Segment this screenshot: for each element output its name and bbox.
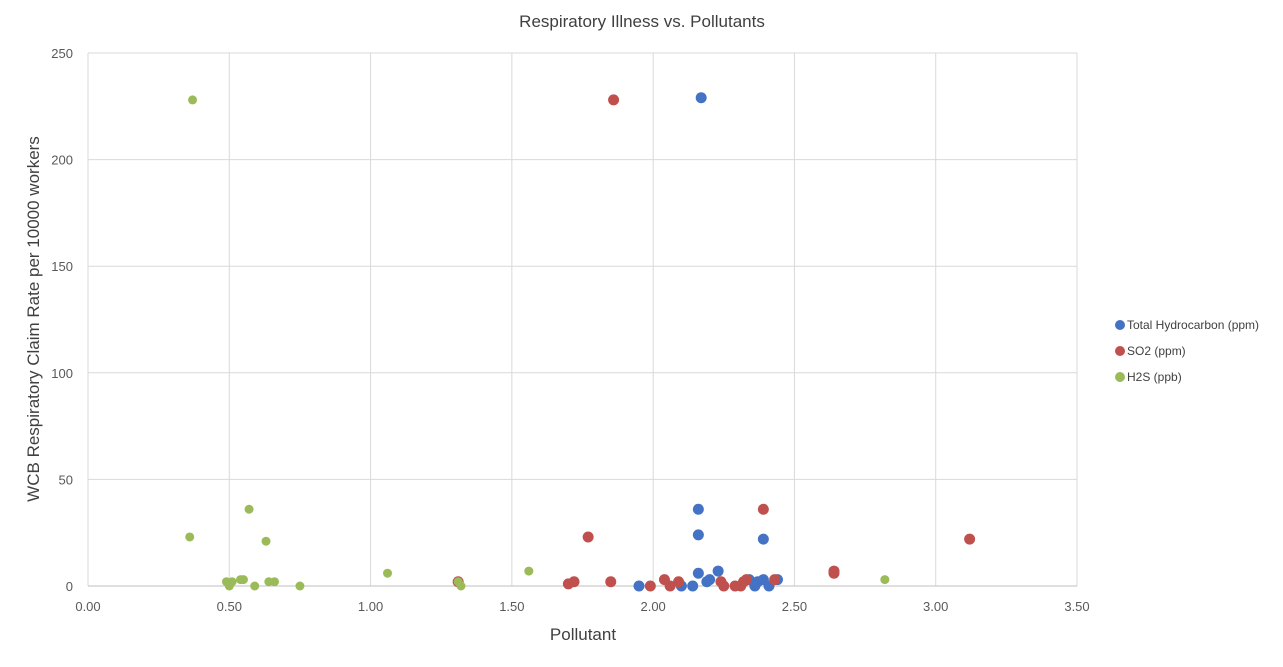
data-point-series-2 — [608, 94, 620, 106]
legend-label: SO2 (ppm) — [1127, 344, 1186, 358]
x-tick-label: 0.50 — [217, 599, 242, 614]
data-point-series-1 — [712, 565, 724, 577]
axis-layer: 0.00 0.50 1.00 1.50 2.00 2.50 3.00 3.50 0 50 100 15… — [51, 46, 1089, 614]
grid-layer — [87, 52, 1078, 587]
data-point-series-3 — [227, 577, 237, 587]
legend-label: Total Hydrocarbon (ppm) — [1127, 318, 1259, 332]
data-point-series-2 — [568, 576, 580, 588]
y-tick-label: 0 — [66, 579, 73, 594]
x-axis-title: Pollutant — [550, 625, 616, 644]
y-tick-label: 150 — [51, 259, 73, 274]
legend-marker — [1115, 346, 1125, 356]
data-point-series-2 — [718, 580, 730, 592]
data-point-series-1 — [692, 503, 704, 515]
data-point-series-2 — [964, 533, 976, 545]
y-tick-label: 50 — [59, 472, 73, 487]
x-tick-label: 3.00 — [923, 599, 948, 614]
x-tick-label: 2.50 — [782, 599, 807, 614]
data-point-series-2 — [769, 574, 781, 586]
data-point-series-2 — [673, 576, 685, 588]
data-point-series-1 — [695, 92, 707, 104]
data-point-series-3 — [269, 577, 279, 587]
legend-marker — [1115, 372, 1125, 382]
data-point-series-1 — [633, 580, 645, 592]
x-tick-label: 3.50 — [1064, 599, 1089, 614]
data-point-series-2 — [740, 574, 752, 586]
data-point-series-2 — [828, 567, 840, 579]
data-point-series-3 — [383, 568, 393, 578]
chart-title: Respiratory Illness vs. Pollutants — [519, 12, 765, 31]
y-tick-label: 100 — [51, 366, 73, 381]
data-point-series-3 — [244, 504, 254, 514]
data-point-series-1 — [757, 533, 769, 545]
points-layer — [185, 92, 976, 592]
y-tick-label: 200 — [51, 153, 73, 168]
data-point-series-1 — [692, 529, 704, 541]
data-point-series-2 — [757, 503, 769, 515]
x-tick-label: 2.00 — [640, 599, 665, 614]
legend-marker — [1115, 320, 1125, 330]
data-point-series-2 — [664, 580, 676, 592]
data-point-series-1 — [701, 576, 713, 588]
data-point-series-3 — [880, 575, 890, 585]
data-point-series-3 — [456, 581, 466, 591]
data-point-series-1 — [687, 580, 699, 592]
legend: Total Hydrocarbon (ppm) SO2 (ppm) H2S (ppb… — [1115, 318, 1259, 384]
data-point-series-1 — [692, 567, 704, 579]
data-point-series-3 — [524, 566, 534, 576]
legend-label: H2S (ppb) — [1127, 370, 1182, 384]
data-point-series-3 — [295, 581, 305, 591]
data-point-series-3 — [238, 575, 248, 585]
data-point-series-2 — [582, 531, 594, 543]
data-point-series-3 — [188, 95, 198, 105]
x-tick-label: 1.00 — [358, 599, 383, 614]
y-axis-title: WCB Respiratory Claim Rate per 10000 wor… — [24, 136, 43, 502]
data-point-series-2 — [605, 576, 617, 588]
data-point-series-3 — [185, 532, 195, 542]
data-point-series-3 — [261, 536, 271, 546]
y-tick-label: 250 — [51, 46, 73, 61]
x-tick-label: 0.00 — [75, 599, 100, 614]
x-tick-label: 1.50 — [499, 599, 524, 614]
data-point-series-3 — [250, 581, 260, 591]
data-point-series-2 — [644, 580, 656, 592]
